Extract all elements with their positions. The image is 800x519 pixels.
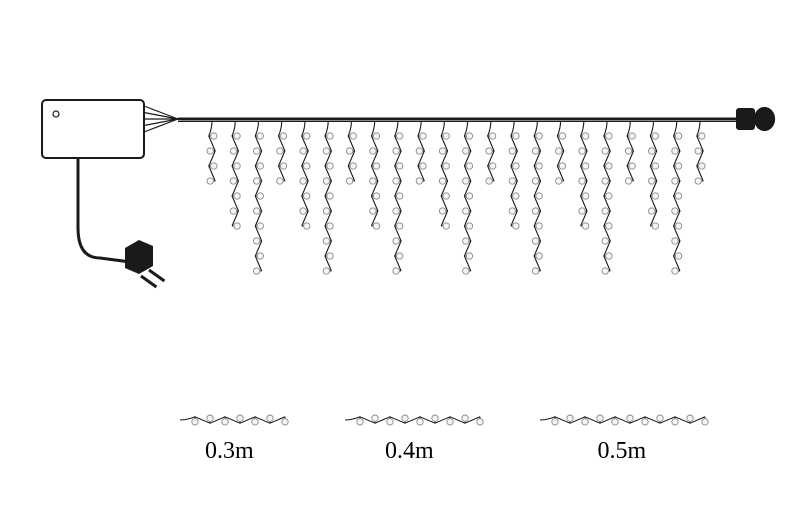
length-label-1: 0.4m xyxy=(385,438,434,465)
length-label-2: 0.5m xyxy=(598,438,647,465)
diagram-canvas: 0.3m 0.4m 0.5m xyxy=(0,0,800,519)
length-label-0: 0.3m xyxy=(205,438,254,465)
